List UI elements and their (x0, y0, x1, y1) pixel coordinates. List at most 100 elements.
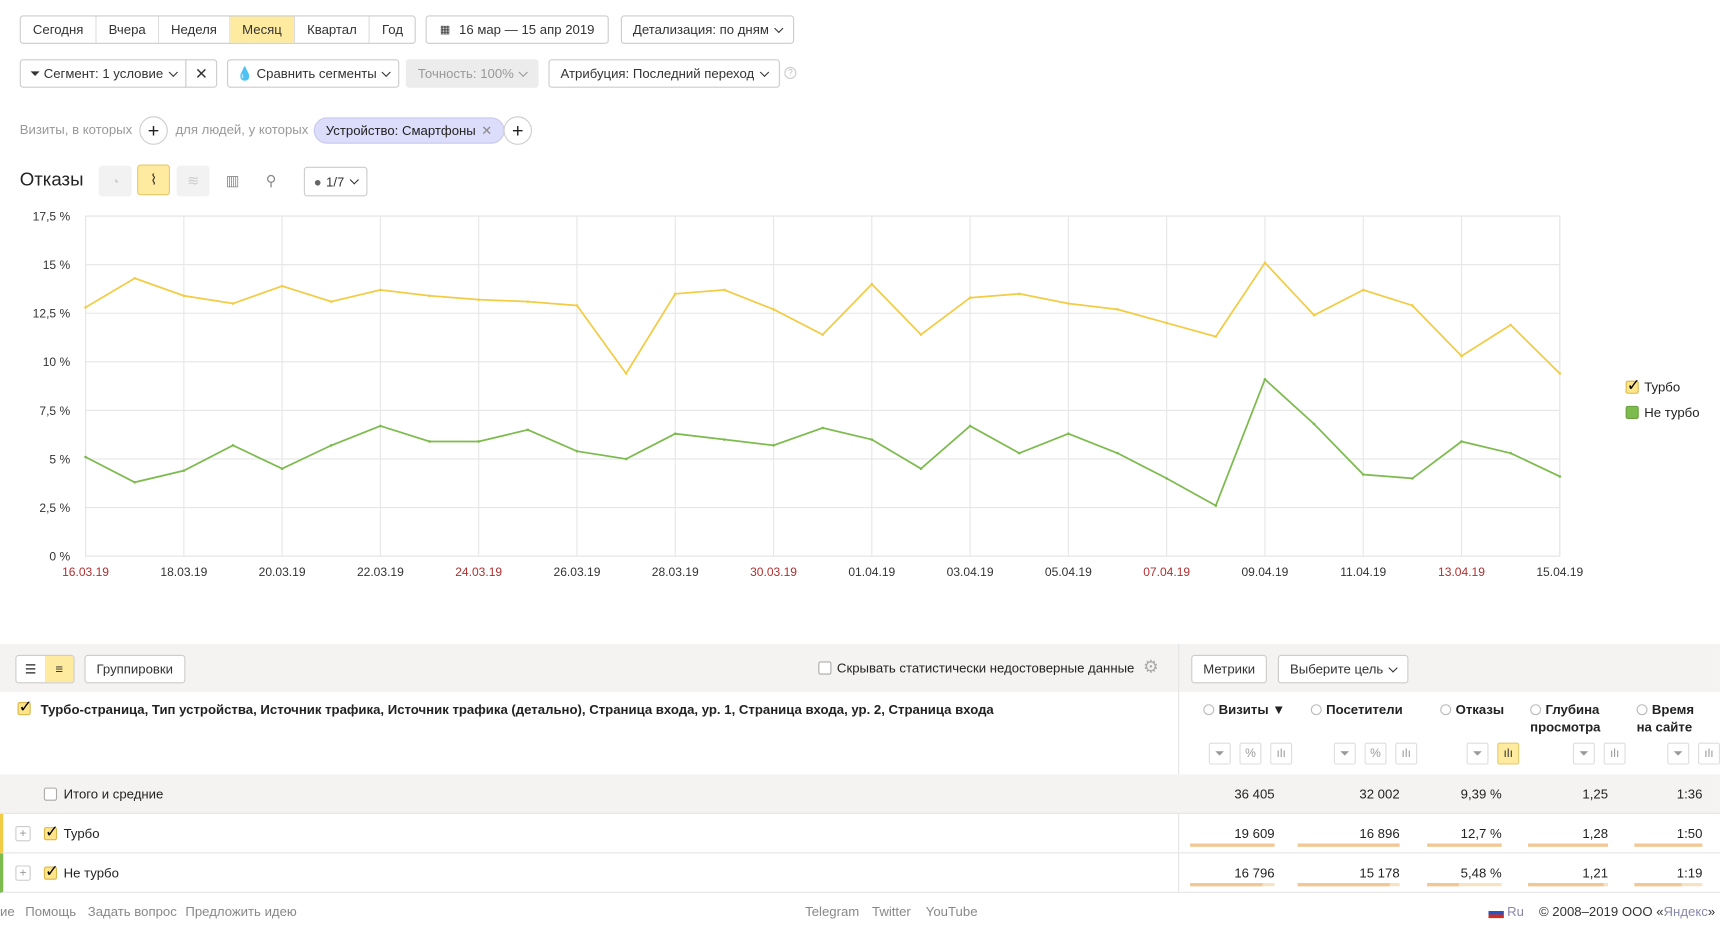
bar-chart-icon[interactable]: ılı (1497, 742, 1520, 765)
chevron-down-icon (519, 67, 529, 77)
percent-icon[interactable]: % (1239, 742, 1262, 765)
footer-link-help[interactable]: Помощь (25, 903, 77, 920)
date-range-button[interactable]: ▦ 16 мар — 15 апр 2019 (425, 15, 609, 44)
table-row[interactable] (0, 813, 1720, 854)
data-point (526, 300, 530, 303)
map-icon[interactable]: ⚲ (265, 172, 277, 189)
close-icon[interactable]: ✕ (481, 122, 493, 139)
column-header[interactable]: Визиты ▼ (1203, 701, 1294, 719)
segment-clear-button[interactable]: ✕ (185, 59, 218, 88)
tab-quarter[interactable]: Квартал (295, 16, 370, 43)
tab-yesterday[interactable]: Вчера (97, 16, 159, 43)
add-visit-condition-button[interactable]: + (139, 116, 168, 145)
dimensions-checkbox[interactable] (17, 697, 32, 716)
legend-label: Не турбо (1644, 404, 1700, 421)
column-header[interactable]: Отказы (1440, 701, 1521, 719)
hide-unreliable-checkbox[interactable] (818, 661, 832, 675)
tab-week[interactable]: Неделя (159, 16, 231, 43)
row-checkbox[interactable] (43, 822, 59, 841)
data-point (329, 300, 333, 303)
tab-month[interactable]: Месяц (230, 16, 295, 43)
footer-link-idea[interactable]: Предложить идею (185, 903, 297, 920)
pie-chart-icon[interactable]: ◔ (98, 165, 132, 197)
area-chart-icon[interactable]: ≋ (176, 165, 210, 197)
legend-label: Турбо (1644, 379, 1681, 395)
value-bar (1527, 843, 1609, 847)
column-header[interactable]: Глубина просмотра (1530, 701, 1617, 736)
legend-item-turbo[interactable]: Турбо (1625, 375, 1681, 395)
data-point (1263, 261, 1267, 265)
tab-today[interactable]: Сегодня (21, 16, 97, 43)
filter-icon[interactable]: ⏷ (1466, 742, 1489, 765)
footer-link-youtube[interactable]: YouTube (925, 903, 978, 920)
goal-dropdown[interactable]: Выберите цель (1277, 654, 1409, 684)
cell-value: 15 178 (1359, 865, 1400, 881)
line-chart-icon[interactable]: ⌇ (137, 164, 171, 196)
x-tick-label: 01.04.19 (848, 565, 895, 579)
data-point (329, 444, 333, 447)
data-point (1411, 477, 1414, 480)
help-icon[interactable]: ? (784, 66, 797, 79)
data-point (575, 304, 579, 307)
segment-dropdown[interactable]: ⏷ Сегмент: 1 условие (19, 59, 187, 88)
percent-icon[interactable]: % (1364, 742, 1387, 765)
list-view-icon[interactable]: ☰ (24, 661, 37, 677)
data-point (231, 444, 235, 447)
column-header[interactable]: Посетители (1310, 701, 1420, 719)
table-row[interactable] (0, 853, 1720, 893)
expand-icon[interactable]: + (15, 825, 31, 842)
help-icon[interactable] (1203, 704, 1215, 716)
total-checkbox[interactable] (43, 787, 58, 801)
x-tick-label: 26.03.19 (554, 565, 601, 579)
footer-link-twitter[interactable]: Twitter (872, 903, 911, 920)
column-header[interactable]: Время на сайте (1636, 701, 1712, 736)
bar-chart-icon[interactable]: ılı (1395, 742, 1418, 765)
series-selector[interactable]: ● 1/7 (303, 166, 368, 197)
language-link[interactable]: Ru (1507, 903, 1524, 920)
tab-year[interactable]: Год (382, 21, 404, 38)
data-point (1165, 477, 1168, 480)
data-point (1165, 321, 1168, 325)
groupings-button[interactable]: Группировки (84, 654, 186, 684)
data-point (280, 284, 284, 288)
column-subtitle: просмотра (1530, 719, 1601, 735)
legend-checkbox[interactable] (1625, 375, 1640, 395)
footer-link-ask[interactable]: Задать вопрос (87, 903, 177, 920)
data-point (379, 424, 382, 428)
metrics-button[interactable]: Метрики (1191, 654, 1268, 684)
row-checkbox[interactable] (43, 861, 59, 881)
yandex-link[interactable]: Яндекс (1663, 903, 1708, 920)
bar-chart-icon[interactable]: ▥ (225, 172, 240, 189)
filter-icon[interactable]: ⏷ (1208, 742, 1231, 765)
help-icon[interactable] (1636, 704, 1648, 716)
help-icon[interactable] (1440, 704, 1452, 716)
data-point (133, 480, 137, 484)
cell-value: 12,7 % (1460, 825, 1502, 842)
tree-view-icon[interactable]: ≡ (44, 655, 74, 683)
footer-link[interactable]: ие (0, 903, 15, 920)
legend-checkbox[interactable] (1625, 405, 1639, 420)
filter-icon[interactable]: ⏷ (1572, 742, 1595, 765)
detail-dropdown[interactable]: Детализация: по дням (620, 15, 795, 44)
attribution-dropdown[interactable]: Атрибуция: Последний переход (548, 59, 780, 88)
data-point (1460, 440, 1463, 443)
bar-chart-icon[interactable]: ılı (1698, 742, 1720, 765)
bar-chart-icon[interactable]: ılı (1270, 742, 1293, 765)
filter-icon[interactable]: ⏷ (1333, 742, 1356, 765)
data-point (1017, 292, 1021, 296)
help-icon[interactable] (1310, 704, 1322, 716)
accuracy-dropdown[interactable]: Точность: 100% (405, 59, 540, 88)
footer-link-telegram[interactable]: Telegram (805, 903, 860, 920)
segment-label: Сегмент: 1 условие (43, 65, 164, 82)
filter-chip-device[interactable]: Устройство: Смартфоны ✕ (313, 117, 505, 144)
x-tick-label: 11.04.19 (1340, 565, 1386, 579)
filter-icon[interactable]: ⏷ (1667, 742, 1690, 765)
compare-segments-dropdown[interactable]: 💧 Сравнить сегменты (227, 59, 400, 88)
help-icon[interactable] (1530, 704, 1542, 716)
expand-icon[interactable]: + (15, 865, 31, 881)
legend-item-not-turbo[interactable]: Не турбо (1625, 404, 1700, 421)
chart-title: Отказы (19, 168, 84, 190)
gear-icon[interactable]: ⚙ (1142, 658, 1159, 677)
add-people-condition-button[interactable]: + (503, 116, 532, 145)
bar-chart-icon[interactable]: ılı (1603, 742, 1626, 765)
